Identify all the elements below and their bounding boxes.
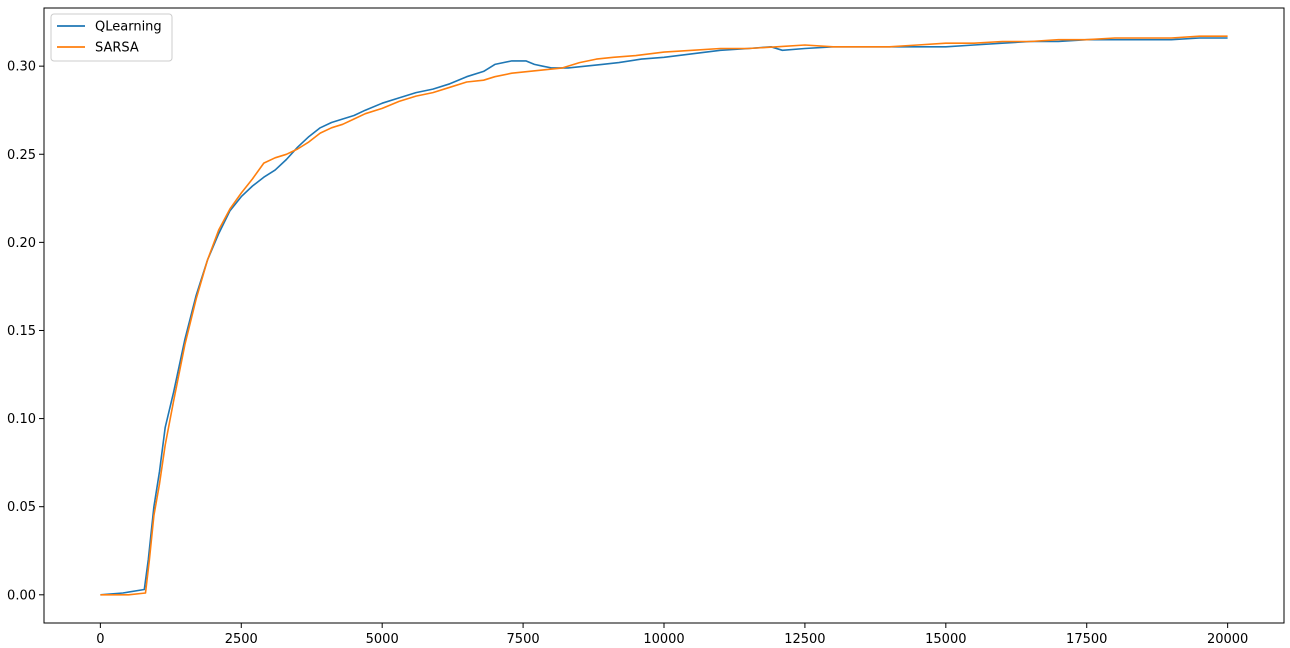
- series-layer: [100, 35, 1228, 596]
- y-tick-label: 0.05: [7, 500, 36, 515]
- x-tick-label: 12500: [784, 632, 825, 647]
- x-tick-label: 2500: [225, 632, 258, 647]
- y-tick-label: 0.30: [7, 60, 36, 75]
- x-tick-label: 15000: [925, 632, 966, 647]
- plot-background: [44, 8, 1284, 623]
- plot-frame: [43, 7, 1285, 624]
- legend-label-qlearning: QLearning: [95, 20, 162, 35]
- legend-label-sarsa: SARSA: [95, 41, 139, 56]
- series-line-sarsa: [100, 35, 1228, 596]
- x-tick-label: 10000: [643, 632, 684, 647]
- x-tick-label: 17500: [1066, 632, 1107, 647]
- y-tick-label: 0.25: [7, 148, 36, 163]
- x-tick-label: 5000: [366, 632, 399, 647]
- y-tick-label: 0.20: [7, 236, 36, 251]
- y-tick-label: 0.10: [7, 412, 36, 427]
- x-axis: 0 2500 5000 7500 10000 12500 15000 17500 20000: [96, 623, 1248, 647]
- series-line-qlearning: [100, 37, 1228, 596]
- legend: QLearning SARSA: [50, 13, 173, 62]
- x-tick-label: 20000: [1207, 632, 1248, 647]
- y-tick-label: 0.00: [7, 588, 36, 603]
- x-tick-label: 0: [96, 632, 104, 647]
- y-axis: 0.00 0.05 0.10 0.15 0.20 0.25 0.30: [7, 60, 44, 603]
- y-tick-label: 0.15: [7, 324, 36, 339]
- x-tick-label: 7500: [507, 632, 540, 647]
